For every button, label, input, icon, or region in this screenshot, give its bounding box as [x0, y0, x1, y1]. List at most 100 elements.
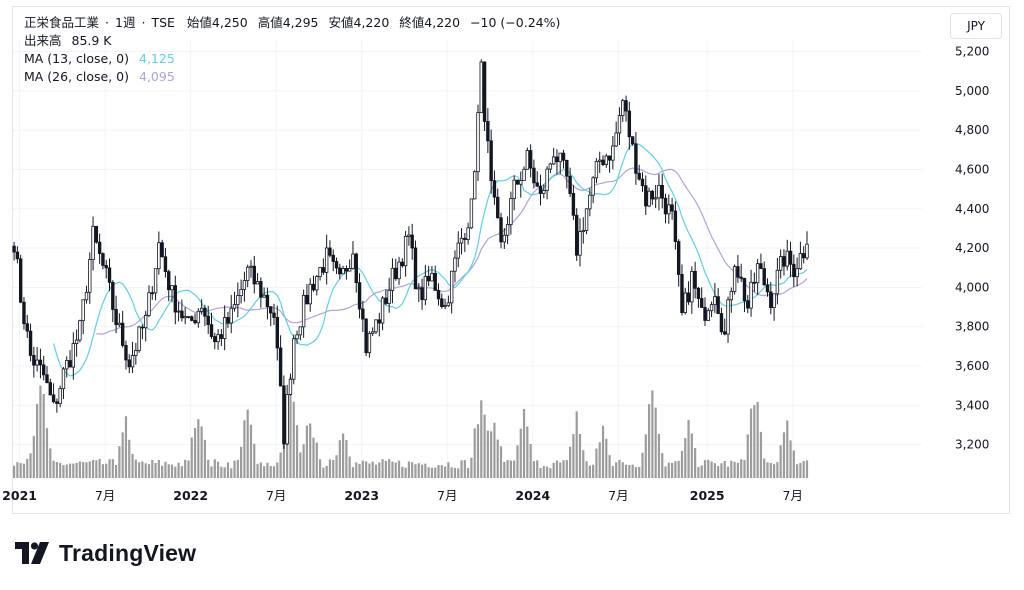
- candle-body: [377, 319, 381, 324]
- volume-bar: [730, 460, 733, 478]
- volume-bar: [138, 462, 141, 478]
- volume-bar: [164, 461, 167, 478]
- candle-body: [252, 265, 256, 285]
- candle-body: [361, 308, 365, 320]
- candle-body: [245, 266, 250, 282]
- volume-bar: [374, 464, 378, 478]
- currency-button[interactable]: JPY: [950, 13, 1002, 39]
- candle-body: [97, 241, 102, 254]
- time-axis-label: 7月: [608, 488, 628, 503]
- volume-bar: [779, 445, 782, 478]
- volume-bar: [62, 465, 65, 478]
- volume-bar: [22, 463, 26, 478]
- volume-bar: [516, 445, 519, 478]
- volume-bar: [72, 463, 75, 478]
- volume-bar: [638, 466, 641, 478]
- candle-body: [749, 281, 753, 309]
- candle-body: [700, 298, 704, 308]
- volume-bar: [671, 462, 674, 478]
- candle-body: [242, 280, 247, 290]
- volume-bar: [315, 442, 318, 478]
- volume-bar: [674, 461, 677, 478]
- volume-bar: [246, 409, 249, 478]
- volume-bar: [128, 439, 131, 478]
- volume-bar: [411, 462, 414, 478]
- candle-body: [492, 180, 497, 198]
- candle-body: [259, 281, 263, 298]
- volume-bar: [753, 405, 756, 478]
- volume-bar: [147, 464, 151, 478]
- candle-body: [390, 267, 395, 291]
- volume-bar: [559, 462, 562, 478]
- volume-bar: [792, 450, 795, 478]
- volume-bar: [427, 467, 430, 478]
- volume-bar: [42, 394, 45, 478]
- time-axis-label: 2022: [173, 488, 208, 503]
- volume-bar: [91, 459, 95, 478]
- volume-bar: [463, 460, 466, 478]
- volume-bar: [539, 467, 542, 478]
- candle-body: [298, 326, 303, 336]
- candle-body: [683, 292, 687, 314]
- candle-body: [226, 317, 230, 324]
- candle-body: [328, 247, 332, 256]
- ma26-row[interactable]: MA (26, close, 0) 4,095: [24, 68, 560, 86]
- volume-bar: [509, 460, 512, 478]
- candle-body: [35, 359, 39, 366]
- volume-bar: [154, 462, 157, 478]
- candle-body: [167, 271, 171, 291]
- volume-bar: [361, 460, 364, 478]
- volume-bar: [717, 466, 720, 478]
- ma13-row[interactable]: MA (13, close, 0) 4,125: [24, 50, 560, 68]
- candle-body: [525, 150, 530, 170]
- candle-body: [746, 300, 750, 309]
- volume-bar: [417, 463, 420, 478]
- candle-body: [117, 322, 122, 326]
- volume-bar: [740, 459, 743, 478]
- candle-body: [58, 388, 62, 404]
- candle-body: [755, 263, 760, 284]
- volume-bar: [615, 462, 618, 478]
- candle-body: [522, 168, 526, 182]
- volume-bar: [437, 464, 440, 478]
- volume-bar: [776, 462, 779, 478]
- volume-bar: [200, 426, 203, 478]
- candle-body: [42, 364, 46, 376]
- volume-bar: [720, 463, 723, 478]
- price-axis-label: 4,200: [955, 241, 989, 255]
- volume-bar: [608, 455, 611, 478]
- candle-body: [617, 115, 622, 134]
- volume-bar: [299, 452, 302, 478]
- volume-label: 出来高: [24, 33, 62, 48]
- volume-bar: [305, 425, 309, 478]
- candle-body: [403, 235, 408, 267]
- volume-bar: [351, 467, 355, 478]
- candle-body: [338, 267, 342, 275]
- volume-bar: [726, 466, 730, 478]
- volume-bar: [592, 464, 595, 478]
- candle-body: [479, 61, 483, 114]
- candle-body: [318, 267, 322, 278]
- candle-body: [321, 267, 326, 273]
- symbol-name[interactable]: 正栄食品工業: [24, 15, 100, 30]
- candle-body: [12, 245, 16, 253]
- price-axis-label: 4,000: [955, 280, 989, 294]
- candle-body: [288, 378, 293, 395]
- volume-bar: [19, 463, 22, 478]
- candle-body: [630, 136, 635, 145]
- interval-label[interactable]: 1週: [115, 15, 136, 30]
- candle-body: [301, 294, 306, 328]
- price-axis-label: 3,400: [955, 398, 989, 412]
- candle-body: [762, 268, 766, 286]
- ma26-value: 4,095: [139, 69, 175, 84]
- candle-body: [74, 339, 79, 344]
- tradingview-logo[interactable]: TradingView: [15, 538, 196, 568]
- volume-bar: [759, 431, 763, 478]
- candle-body: [426, 275, 431, 282]
- volume-bar: [203, 439, 207, 478]
- volume-bar: [476, 424, 480, 478]
- volume-row[interactable]: 出来高 85.9 K: [24, 32, 560, 50]
- volume-bar: [111, 459, 114, 478]
- candle-body: [637, 172, 641, 180]
